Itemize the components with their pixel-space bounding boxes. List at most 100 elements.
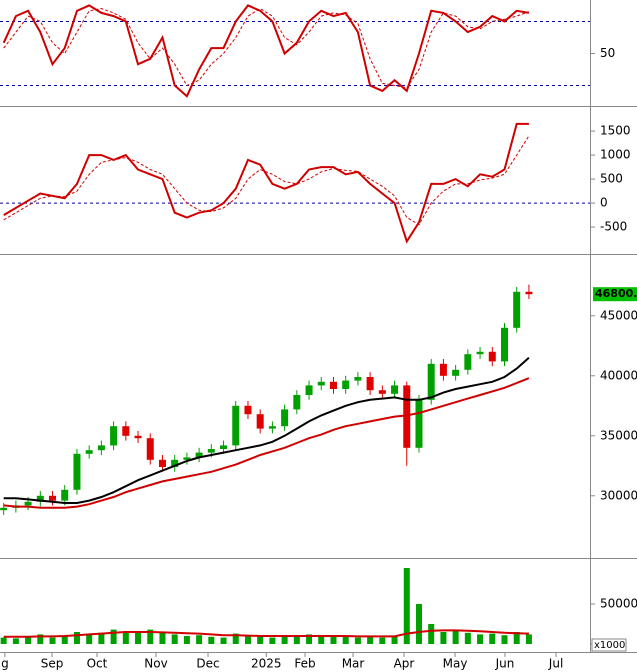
volume-bar <box>49 637 56 644</box>
candle-body <box>49 495 57 501</box>
candle-body <box>134 435 142 439</box>
series-line <box>3 357 530 504</box>
volume-bar <box>501 635 508 644</box>
candle-body <box>500 327 508 362</box>
candle-body <box>329 381 337 389</box>
x-tick-label: Mar <box>342 657 365 671</box>
volume-bar <box>171 634 178 644</box>
candle-body <box>281 409 289 427</box>
candle-body <box>171 459 179 467</box>
candle-body <box>391 385 399 394</box>
volume-bar <box>391 636 398 644</box>
y-tick-label: 40000 <box>600 368 637 382</box>
x-tick-label: Sep <box>41 657 64 671</box>
series-line <box>3 135 530 226</box>
candle-body <box>85 450 93 454</box>
volume-bar <box>37 634 44 644</box>
y-tick-label: 500 <box>600 172 623 186</box>
last-price-box <box>593 287 637 302</box>
candle-body <box>513 291 521 328</box>
volume-bar <box>452 629 459 644</box>
volume-bar <box>367 636 374 644</box>
x-tick-label: 2025 <box>251 657 282 671</box>
volume-bar <box>183 636 190 644</box>
volume-bar <box>318 635 325 644</box>
y-tick-label: 35000 <box>600 428 637 442</box>
volume-bar <box>220 637 227 644</box>
volume-bar <box>281 636 288 644</box>
volume-bar <box>232 633 239 644</box>
candle-body <box>354 377 362 381</box>
unit-box <box>591 638 627 652</box>
y-tick-label: 45000 <box>600 308 637 322</box>
candle-body <box>268 426 276 429</box>
candle-body <box>415 399 423 448</box>
candle-body <box>110 426 118 446</box>
series-line <box>3 377 530 509</box>
y-tick-label: 50 <box>600 46 615 60</box>
candle-body <box>36 495 44 502</box>
y-tick-label: 0 <box>600 196 608 210</box>
candle-body <box>427 363 435 400</box>
candle-body <box>220 445 228 449</box>
volume-bar <box>342 636 349 644</box>
volume-bar <box>513 632 520 644</box>
volume-bar <box>403 568 410 644</box>
x-tick-label: Jul <box>548 657 563 671</box>
x-tick-label: Dec <box>196 657 219 671</box>
candle-body <box>476 351 484 355</box>
x-tick-label: g <box>1 657 9 671</box>
volume-bar <box>98 632 105 644</box>
y-tick-label: 1500 <box>600 124 631 138</box>
volume-bar <box>293 636 300 644</box>
volume-bar <box>0 637 7 644</box>
volume-bar <box>110 629 117 644</box>
volume-bar <box>208 636 215 644</box>
volume-bar <box>12 638 19 644</box>
volume-bar <box>73 632 80 644</box>
candle-body <box>342 380 350 389</box>
candle-body <box>207 449 215 453</box>
volume-bar <box>415 604 422 644</box>
y-tick-label: -500 <box>600 220 627 234</box>
candle-body <box>464 354 472 370</box>
volume-bar <box>135 632 142 644</box>
volume-bar <box>464 632 471 644</box>
volume-bar <box>269 637 276 644</box>
candle-body <box>244 405 252 415</box>
series-line <box>3 8 530 89</box>
x-tick-label: May <box>443 657 468 671</box>
series-line <box>3 122 529 244</box>
candle-body <box>158 459 166 467</box>
candle-body <box>439 363 447 376</box>
x-tick-label: Apr <box>394 657 415 671</box>
x-tick-label: Feb <box>294 657 315 671</box>
volume-bar <box>147 629 154 644</box>
candle-body <box>305 385 313 395</box>
volume-bar <box>525 634 532 644</box>
unit-label: x1000 <box>594 640 625 651</box>
volume-bar <box>122 631 129 644</box>
y-tick-label: 1000 <box>600 148 631 162</box>
candle-body <box>195 452 203 458</box>
panel-frames <box>0 0 637 653</box>
candle-body <box>97 445 105 451</box>
candle-body <box>293 395 301 410</box>
candle-body <box>525 291 533 295</box>
candle-body <box>378 390 386 394</box>
volume-bar <box>354 637 361 644</box>
series-line <box>3 629 529 638</box>
volume-bar <box>86 634 93 644</box>
volume-bar <box>330 636 337 644</box>
candle-body <box>122 426 130 436</box>
volume-bar <box>196 635 203 644</box>
candle-body <box>452 369 460 376</box>
x-tick-label: Jun <box>495 657 515 671</box>
candle-body <box>183 457 191 460</box>
volume-bar <box>489 633 496 644</box>
volume-bar <box>379 637 386 644</box>
y-tick-label: 50000 <box>600 597 637 611</box>
x-tick-label: Oct <box>87 657 108 671</box>
volume-bar <box>428 624 435 644</box>
